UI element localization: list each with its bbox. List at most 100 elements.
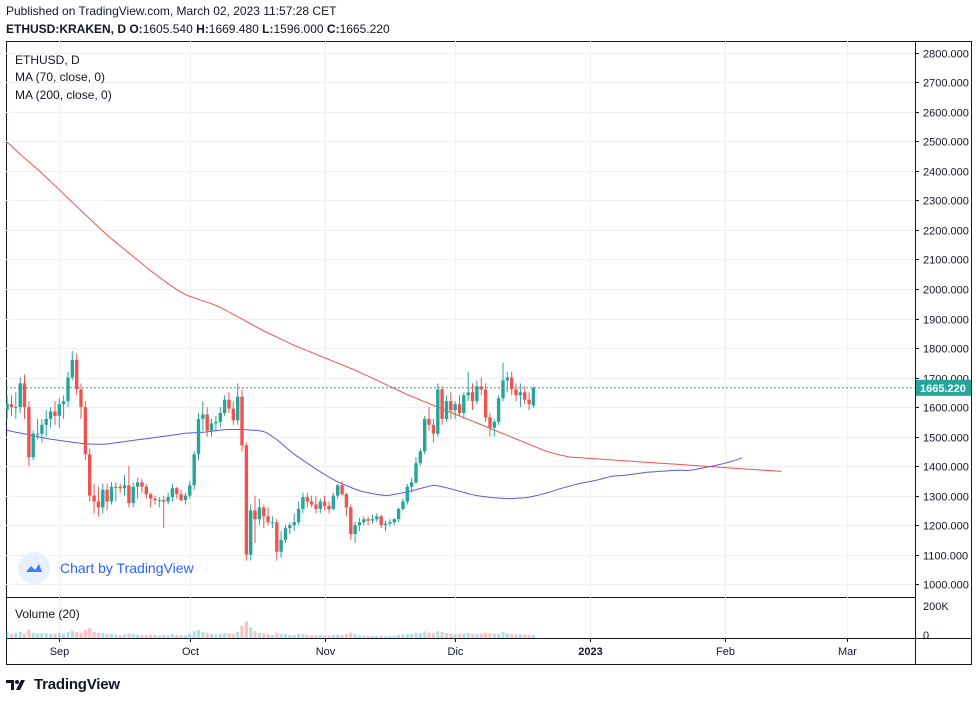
candle-body xyxy=(135,482,140,487)
volume-bar xyxy=(305,634,309,638)
volume-bar xyxy=(192,631,196,639)
candle-body xyxy=(262,507,266,517)
tradingview-watermark[interactable]: Chart by TradingView xyxy=(18,552,194,584)
candle-body xyxy=(405,486,409,502)
volume-bar xyxy=(170,634,174,638)
candle-body xyxy=(453,404,457,410)
ma200-line xyxy=(6,141,782,472)
volume-bar xyxy=(362,635,366,638)
candle-body xyxy=(431,424,436,434)
candle-body xyxy=(496,398,501,422)
volume-bar xyxy=(444,633,448,638)
volume-bar xyxy=(153,635,157,638)
candle-body xyxy=(396,508,401,520)
volume-bar xyxy=(431,633,435,638)
candle-body xyxy=(144,486,148,495)
time-tick-label: 2023 xyxy=(578,646,602,658)
volume-bar xyxy=(201,631,205,638)
volume-bar xyxy=(418,633,422,638)
candle-body xyxy=(309,501,314,505)
volume-bar xyxy=(336,634,340,638)
candle-body xyxy=(366,519,370,521)
volume-bar xyxy=(366,635,370,638)
volume-bar xyxy=(196,630,201,639)
footer-brand: TradingView xyxy=(34,676,120,693)
volume-bar xyxy=(6,632,9,638)
volume-bar xyxy=(492,633,496,638)
volume-bar xyxy=(127,633,131,638)
volume-bar xyxy=(357,635,361,638)
ma200-legend: MA (200, close, 0) xyxy=(15,88,112,102)
candle-body xyxy=(222,399,227,413)
published-label: Published on TradingView.com, March 02, … xyxy=(6,4,337,18)
candle-body xyxy=(127,485,131,503)
candle-body xyxy=(66,377,70,402)
price-tick-label: 1300.000 xyxy=(923,492,969,504)
volume-bar xyxy=(257,632,261,639)
candle-body xyxy=(83,407,88,455)
candle-body xyxy=(379,516,383,526)
symbol-ohlc: ETHUSD:KRAKEN, D O:1605.540 H:1669.480 L… xyxy=(6,22,390,36)
candle-body xyxy=(370,519,375,521)
volume-bar xyxy=(392,635,396,638)
candle-body xyxy=(505,377,509,381)
price-tick-label: 2100.000 xyxy=(923,255,969,267)
candle-body xyxy=(314,504,318,509)
close-label: C: xyxy=(326,22,340,36)
last-price-label: 1665.220 xyxy=(920,383,966,395)
time-tick-label: Dic xyxy=(448,646,464,658)
candle-body xyxy=(510,377,514,390)
volume-bar xyxy=(427,632,431,639)
candle-body xyxy=(362,519,366,523)
volume-bar xyxy=(497,633,501,638)
candle-body xyxy=(275,522,279,552)
candle-body xyxy=(322,501,327,506)
volume-bar xyxy=(179,635,183,638)
candle-body xyxy=(214,421,218,424)
candle-body xyxy=(436,389,440,434)
volume-bar xyxy=(331,634,335,638)
volume-bar xyxy=(501,632,505,638)
time-tick-label: Nov xyxy=(316,646,336,658)
high-label: H: xyxy=(196,22,209,36)
price-chart[interactable]: 1000.000 1100.000 1200.000 1300.000 1400.000… xyxy=(6,41,972,666)
candle-body xyxy=(518,392,523,396)
volume-bar xyxy=(14,632,18,639)
candle-body xyxy=(414,463,418,483)
open-value: 1605.540 xyxy=(142,22,193,36)
candle-body xyxy=(301,497,305,509)
time-tick-label: Mar xyxy=(838,646,857,658)
price-tick-label: 1600.000 xyxy=(923,403,969,415)
watermark-text: Chart by TradingView xyxy=(60,560,194,576)
volume-bar xyxy=(40,633,44,638)
volume-bar xyxy=(22,633,27,638)
volume-bar xyxy=(57,633,61,638)
price-tick-label: 2700.000 xyxy=(923,78,969,90)
volume-bar xyxy=(101,633,105,638)
volume-bar xyxy=(236,631,240,638)
volume-tick-label: 0 xyxy=(923,630,929,642)
volume-bar xyxy=(484,632,488,639)
open-label: O: xyxy=(129,22,143,36)
volume-bar xyxy=(457,634,462,638)
volume-bar xyxy=(27,629,31,638)
volume-bar xyxy=(523,634,527,638)
candle-body xyxy=(70,359,74,378)
candle-body xyxy=(92,495,96,502)
volume-bar xyxy=(440,632,444,638)
candle-body xyxy=(162,500,166,502)
volume-bar xyxy=(453,634,457,638)
footer-logo[interactable]: TradingView xyxy=(6,676,120,693)
candle-body xyxy=(9,404,14,408)
volume-bar xyxy=(340,634,344,638)
candle-body xyxy=(48,411,53,419)
volume-bar xyxy=(383,635,388,638)
volume-bar xyxy=(92,632,96,638)
volume-bar xyxy=(83,630,87,639)
candle-body xyxy=(475,386,479,402)
volume-bar xyxy=(70,631,74,638)
price-tick-label: 2200.000 xyxy=(923,226,969,238)
candle-body xyxy=(327,506,331,509)
candle-body xyxy=(22,383,27,407)
volume-bar xyxy=(53,633,57,638)
